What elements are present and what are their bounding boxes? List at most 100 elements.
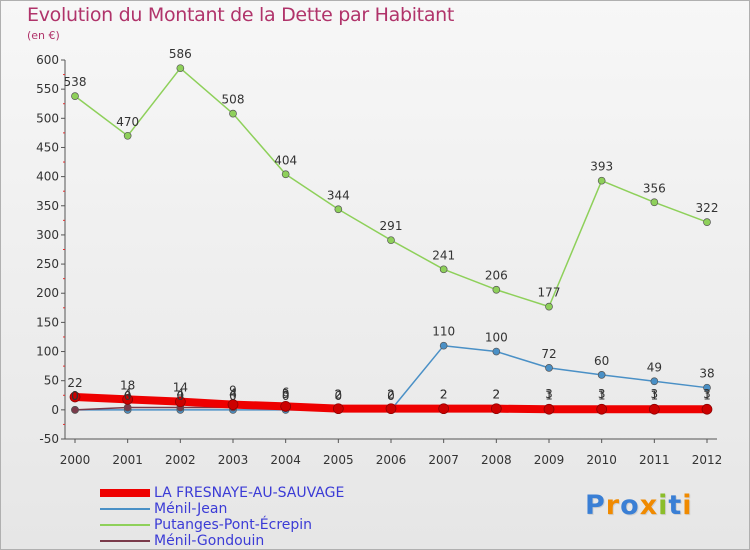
data-label: 1	[545, 388, 553, 402]
x-tick-label: 2004	[270, 453, 301, 467]
data-point	[387, 236, 395, 245]
data-point	[545, 364, 553, 372]
series-line-2	[74, 67, 708, 308]
data-label: 4	[229, 387, 237, 401]
data-point	[71, 92, 79, 101]
data-label: 0	[177, 389, 185, 403]
data-label: 206	[485, 269, 508, 283]
data-point	[543, 403, 555, 415]
x-tick-label: 2001	[112, 453, 143, 467]
y-tick-label: 500	[36, 111, 59, 125]
x-tick-label: 2008	[481, 453, 512, 467]
legend-swatch	[100, 524, 150, 526]
logo-letter: t	[668, 490, 683, 521]
legend-label: LA FRESNAYE-AU-SAUVAGE	[154, 485, 345, 501]
plot-area: -500501001502002503003504004505005506002…	[36, 47, 723, 467]
data-label: 18	[120, 378, 135, 392]
data-label: 1	[703, 388, 711, 402]
data-point	[229, 109, 237, 118]
data-label: 14	[173, 381, 188, 395]
data-label: 2	[335, 388, 343, 402]
y-tick-label: 350	[36, 199, 59, 213]
y-tick-label: 0	[51, 403, 59, 417]
x-tick-label: 2012	[692, 453, 723, 467]
data-label: 586	[169, 47, 192, 61]
data-label: 356	[643, 181, 666, 195]
legend-item: Ménil-Jean	[100, 501, 227, 517]
data-label: 2	[493, 388, 501, 402]
data-label: 470	[116, 115, 139, 129]
logo-letter: P	[585, 490, 606, 521]
data-point	[490, 403, 502, 415]
logo-letter: x	[639, 490, 659, 521]
data-label: 2	[335, 388, 343, 402]
legend-item: LA FRESNAYE-AU-SAUVAGE	[100, 485, 344, 501]
data-point	[703, 383, 711, 392]
x-tick-label: 2000	[60, 453, 91, 467]
data-label: 4	[124, 387, 132, 401]
data-point	[123, 131, 132, 140]
legend-label: Ménil-Gondouin	[154, 533, 265, 549]
data-label: 3	[545, 387, 553, 401]
x-tick-label: 2003	[218, 453, 249, 467]
data-point	[597, 371, 606, 379]
data-point	[281, 170, 290, 179]
data-label: 177	[538, 286, 561, 300]
data-label: 344	[327, 188, 350, 202]
x-tick-label: 2007	[428, 453, 459, 467]
data-point	[227, 399, 239, 410]
chart-title: Evolution du Montant de la Dette par Hab…	[27, 4, 455, 26]
logo-letter: i	[658, 490, 669, 521]
data-label: 2	[387, 388, 395, 402]
data-label: 291	[380, 219, 403, 233]
data-label: 60	[594, 354, 609, 368]
data-point	[69, 391, 81, 403]
data-label: 0	[335, 389, 343, 403]
data-label: 0	[124, 389, 132, 403]
data-label: 22	[67, 376, 82, 390]
data-label: 508	[222, 93, 245, 107]
data-label: 3	[703, 387, 711, 401]
legend-swatch	[100, 508, 150, 510]
data-label: 0	[71, 389, 79, 403]
data-label: 3	[282, 387, 290, 401]
legend-swatch	[100, 540, 150, 542]
data-label: 4	[177, 387, 185, 401]
proxiti-logo: Proxiti	[585, 490, 693, 521]
legend-label: Ménil-Jean	[154, 501, 228, 517]
y-tick-label: 300	[36, 228, 59, 242]
logo-letter: r	[605, 490, 621, 521]
x-tick-label: 2009	[534, 453, 565, 467]
data-point	[492, 347, 501, 356]
data-point	[597, 176, 606, 185]
data-point	[545, 302, 553, 311]
data-label: 393	[590, 160, 613, 174]
y-tick-label: 550	[36, 82, 59, 96]
data-label: 0	[282, 389, 290, 403]
data-label: 1	[598, 388, 606, 402]
data-point	[123, 403, 132, 412]
data-label: 72	[541, 347, 556, 361]
data-point	[648, 403, 660, 415]
data-label: 110	[432, 325, 455, 339]
data-point	[650, 198, 659, 207]
data-point	[280, 400, 292, 412]
data-label: 100	[485, 331, 508, 345]
x-tick-label: 2011	[639, 453, 670, 467]
logo-letter: i	[682, 490, 693, 521]
data-point	[332, 403, 344, 415]
x-tick-label: 2002	[165, 453, 196, 467]
data-label: 404	[274, 153, 297, 167]
legend-swatch	[100, 489, 150, 497]
data-label: 1	[651, 388, 659, 402]
y-tick-label: 100	[36, 345, 59, 359]
x-tick-label: 2005	[323, 453, 354, 467]
data-point	[650, 377, 659, 386]
y-tick-label: 450	[36, 140, 59, 154]
data-label: 538	[64, 75, 87, 89]
legend-item: Putanges-Pont-Écrepin	[100, 517, 312, 533]
y-tick-label: 250	[36, 257, 59, 271]
data-point	[71, 405, 79, 414]
data-point	[176, 64, 185, 73]
data-label: 3	[598, 387, 606, 401]
